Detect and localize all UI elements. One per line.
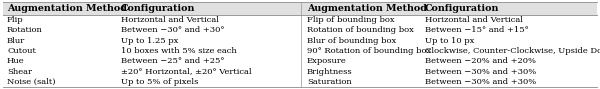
Text: Blur: Blur — [7, 37, 25, 45]
Text: Flip: Flip — [7, 16, 23, 24]
Text: Between −20% and +20%: Between −20% and +20% — [425, 57, 536, 65]
Text: Between −30% and +30%: Between −30% and +30% — [425, 78, 536, 86]
Text: Between −30° and +30°: Between −30° and +30° — [121, 26, 224, 34]
Text: Horizontal and Vertical: Horizontal and Vertical — [121, 16, 219, 24]
Text: Between −25° and +25°: Between −25° and +25° — [121, 57, 224, 65]
Text: Flip of bounding box: Flip of bounding box — [307, 16, 395, 24]
Text: Configuration: Configuration — [121, 4, 196, 13]
Text: Between −15° and +15°: Between −15° and +15° — [425, 26, 529, 34]
Text: Horizontal and Vertical: Horizontal and Vertical — [425, 16, 523, 24]
Text: Noise (salt): Noise (salt) — [7, 78, 56, 86]
Text: Cutout: Cutout — [7, 47, 36, 55]
Text: Between −30% and +30%: Between −30% and +30% — [425, 68, 536, 76]
Text: Augmentation Method: Augmentation Method — [307, 4, 427, 13]
Text: Exposure: Exposure — [307, 57, 347, 65]
Text: Configuration: Configuration — [425, 4, 499, 13]
Text: Saturation: Saturation — [307, 78, 352, 86]
Text: Up to 1.25 px: Up to 1.25 px — [121, 37, 178, 45]
Text: Augmentation Method: Augmentation Method — [7, 4, 127, 13]
Text: 10 boxes with 5% size each: 10 boxes with 5% size each — [121, 47, 237, 55]
Text: Up to 10 px: Up to 10 px — [425, 37, 475, 45]
Text: Rotation: Rotation — [7, 26, 43, 34]
Text: Hue: Hue — [7, 57, 25, 65]
Text: 90° Rotation of bounding box: 90° Rotation of bounding box — [307, 47, 431, 55]
Bar — [3, 2, 597, 15]
Text: Brightness: Brightness — [307, 68, 353, 76]
Text: Blur of bounding box: Blur of bounding box — [307, 37, 396, 45]
Text: Up to 5% of pixels: Up to 5% of pixels — [121, 78, 199, 86]
Text: Shear: Shear — [7, 68, 32, 76]
Text: ±20° Horizontal, ±20° Vertical: ±20° Horizontal, ±20° Vertical — [121, 68, 251, 76]
Text: Rotation of bounding box: Rotation of bounding box — [307, 26, 414, 34]
Text: Clockwise, Counter-Clockwise, Upside Down: Clockwise, Counter-Clockwise, Upside Dow… — [425, 47, 600, 55]
